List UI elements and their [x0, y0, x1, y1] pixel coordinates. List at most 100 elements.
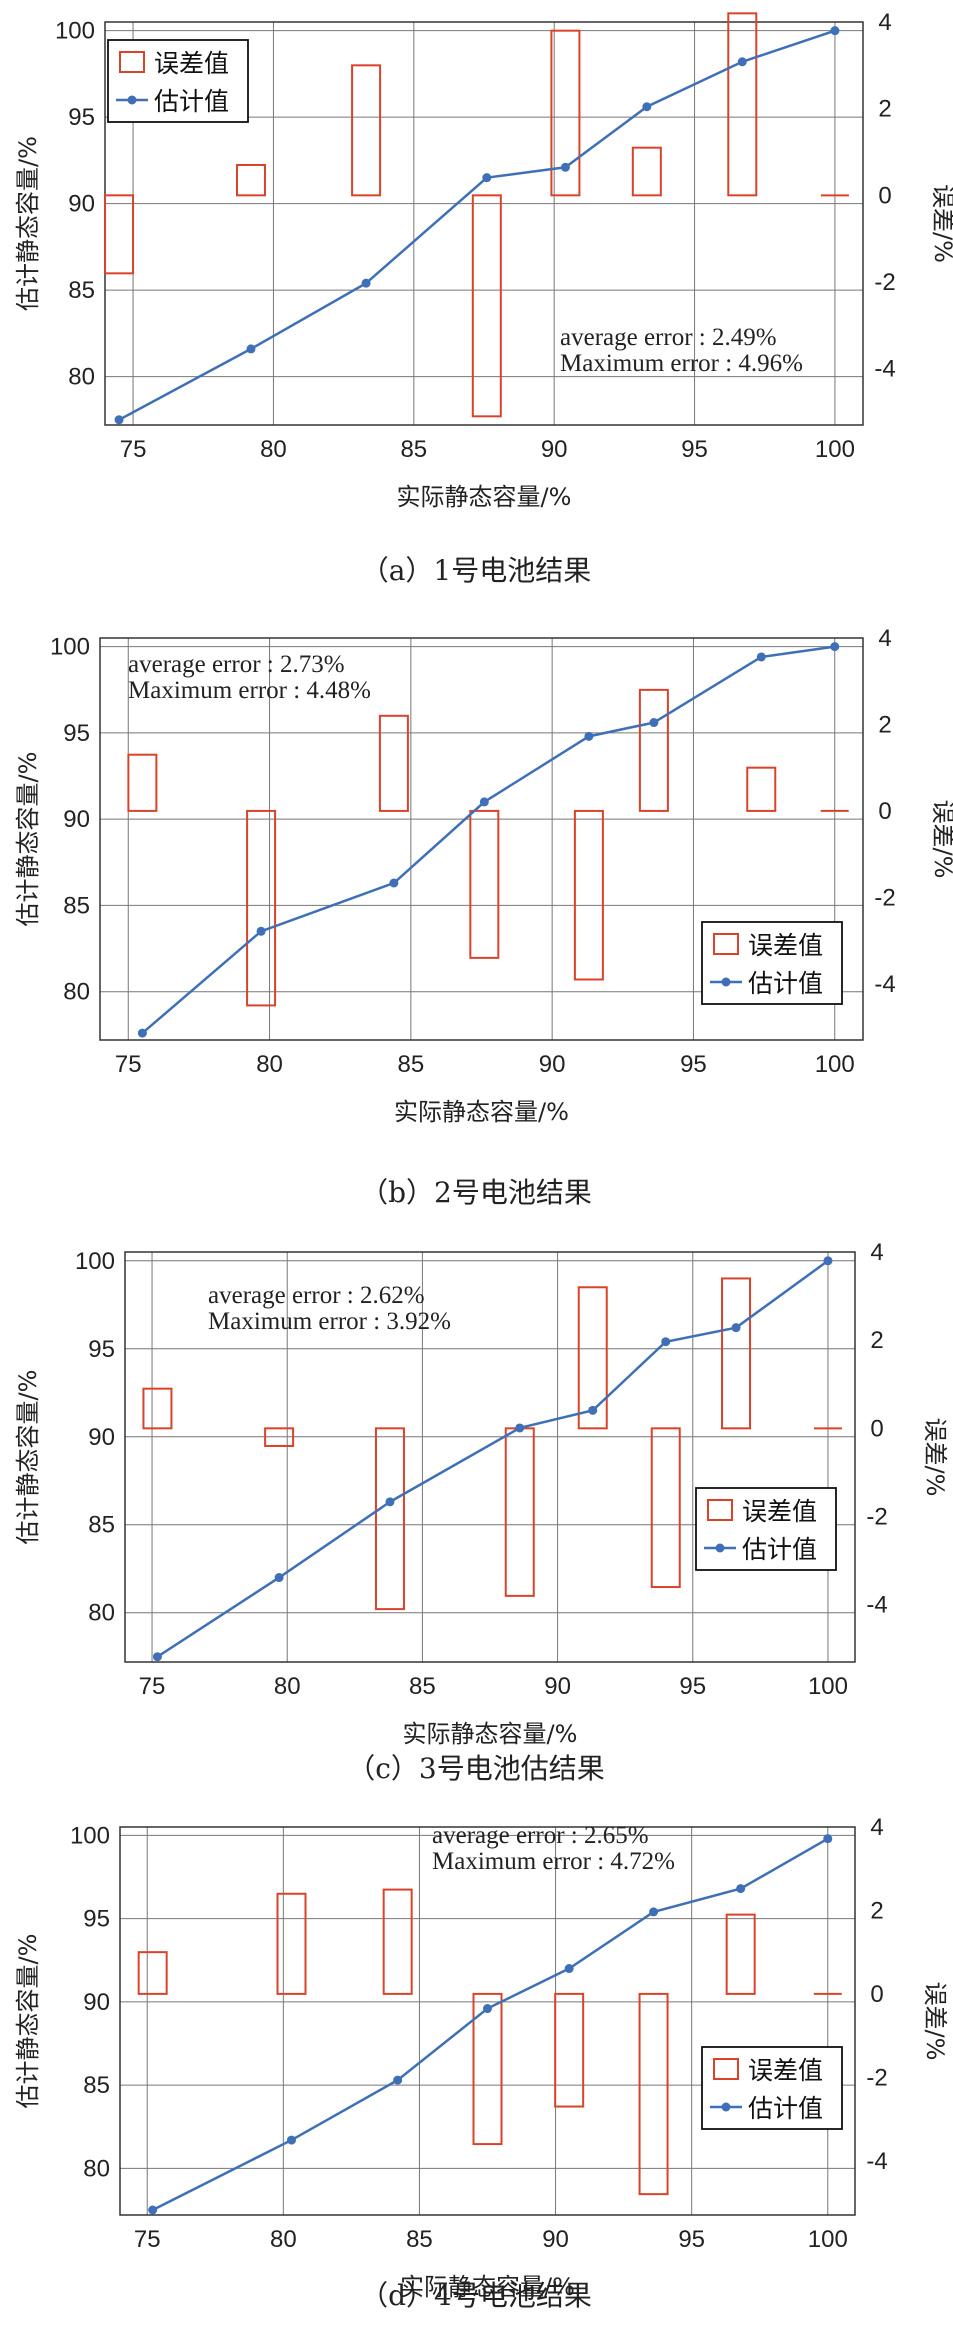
estimate-point [823, 1834, 833, 1844]
x-tick-label: 75 [134, 2226, 161, 2253]
error-bar [246, 809, 277, 1007]
y2-tick-label: 2 [878, 96, 891, 123]
x-tick-label: 85 [400, 436, 427, 463]
chart-b: 75 80 85 90 95 100 80 85 90 95 100 -4 -2 0 2 4 实际静态容量/% 估… [14, 625, 953, 1209]
x-tick-label: 100 [815, 1051, 855, 1078]
x-tick-label: 90 [542, 2226, 569, 2253]
y2-tick-label: 4 [870, 1814, 883, 1841]
y2-tick-label: -4 [866, 2148, 887, 2175]
estimate-point [287, 2135, 296, 2145]
y-tick-label: 95 [68, 104, 95, 131]
y2-tick-label: -2 [874, 884, 895, 911]
legend-label-estimate: 估计值 [154, 87, 229, 116]
estimate-point [649, 718, 659, 728]
error-bar [504, 1427, 535, 1597]
y-tick-label: 80 [68, 364, 95, 391]
error-bar [650, 1427, 681, 1589]
plot-frame [119, 1826, 856, 2216]
y-tick-label: 85 [83, 2072, 110, 2099]
error-bar [631, 146, 662, 197]
error-bar [276, 1892, 307, 1995]
chart-panel-a: 75 80 85 90 95 100 80 85 90 95 100 -4 -2 0 2 4 实际静态容量/% 估… [0, 0, 953, 620]
x-tick-label: 95 [678, 2226, 705, 2253]
estimate-point [830, 642, 840, 652]
chart-c: 75 80 85 90 95 100 80 85 90 95 100 -4 -2 0 2 4 实际静态容量/% 估… [14, 1239, 949, 1785]
chart-panel-d: 75 80 85 90 95 100 80 85 90 95 100 -4 -2 0 2 4 实际静态容量/% 估… [0, 1805, 953, 2334]
error-bar [104, 194, 135, 275]
legend-label-error: 误差值 [742, 1497, 817, 1526]
error-bar [137, 1951, 168, 1995]
estimate-point [649, 1907, 659, 1917]
x-tick-label: 90 [541, 436, 568, 463]
legend-point-swatch [721, 2102, 731, 2112]
x-tick-label: 95 [681, 436, 708, 463]
error-bar [638, 1992, 669, 2196]
legend-point-swatch [715, 1543, 725, 1553]
error-bar [721, 1277, 752, 1430]
estimate-point [256, 926, 266, 936]
error-annotation: Maximum error : 4.72% [432, 1848, 675, 1875]
y-tick-label: 80 [88, 1600, 115, 1627]
y-tick-label: 90 [88, 1424, 115, 1451]
x-tick-label: 85 [409, 1673, 436, 1700]
legend-bar-swatch [713, 933, 739, 955]
x-tick-label: 90 [544, 1673, 571, 1700]
estimate-point [385, 1497, 395, 1507]
error-bar [142, 1387, 173, 1430]
error-bar [554, 1992, 585, 2108]
legend-point-swatch [721, 977, 731, 987]
estimate-point [361, 278, 371, 288]
y-tick-label: 95 [83, 1906, 110, 1933]
y-tick-label: 85 [68, 277, 95, 304]
plot-frame [99, 637, 864, 1041]
estimate-point [830, 26, 840, 36]
estimate-point [148, 2205, 158, 2215]
x-tick-label: 100 [808, 1673, 848, 1700]
x-tick-label: 95 [680, 1051, 707, 1078]
y2-tick-label: -2 [874, 269, 895, 296]
y-axis-label: 估计静态容量/% [14, 136, 42, 311]
figure-caption: （d）4号电池结果 [360, 2279, 592, 2312]
error-bar [550, 29, 581, 197]
x-tick-label: 75 [115, 1051, 142, 1078]
estimate-point [393, 2075, 403, 2085]
estimate-point [588, 1405, 598, 1415]
x-tick-label: 80 [270, 2226, 297, 2253]
error-annotation: average error : 2.73% [128, 651, 345, 678]
error-bar [727, 12, 758, 197]
estimate-point [584, 731, 594, 741]
legend-box [701, 921, 843, 1005]
x-axis-label: 实际静态容量/% [397, 483, 572, 511]
y2-tick-label: 2 [870, 1897, 883, 1924]
y2-axis-label: 误差/% [929, 184, 953, 263]
chart-a: 75 80 85 90 95 100 80 85 90 95 100 -4 -2 0 2 4 实际静态容量/% 估… [14, 9, 953, 587]
chart-panel-c: 75 80 85 90 95 100 80 85 90 95 100 -4 -2 0 2 4 实际静态容量/% 估… [0, 1230, 953, 1805]
y-tick-label: 85 [63, 892, 90, 919]
grid [125, 1252, 855, 1662]
error-bar [577, 1286, 608, 1430]
legend-box [701, 2046, 843, 2130]
y-tick-label: 90 [63, 806, 90, 833]
estimate-point [483, 2004, 492, 2014]
legend-label-estimate: 估计值 [748, 2094, 823, 2123]
y2-axis-label: 误差/% [921, 1982, 949, 2061]
estimate-point [642, 102, 652, 112]
estimate-point [737, 57, 747, 67]
error-bar [351, 64, 382, 197]
legend-bar-swatch [119, 51, 145, 73]
error-bar [378, 714, 409, 812]
x-tick-label: 95 [679, 1673, 706, 1700]
estimate-point [560, 162, 570, 172]
x-tick-label: 85 [406, 2226, 433, 2253]
legend-label-estimate: 估计值 [748, 969, 823, 998]
grid [120, 1827, 855, 2215]
y2-tick-label: 0 [878, 798, 891, 825]
y2-tick-label: 4 [878, 625, 891, 652]
y-axis-label: 估计静态容量/% [14, 1370, 42, 1545]
y2-tick-label: -2 [866, 1504, 887, 1531]
error-annotation: Maximum error : 4.48% [128, 677, 371, 704]
y-tick-label: 100 [55, 18, 95, 45]
error-bar [573, 809, 604, 981]
